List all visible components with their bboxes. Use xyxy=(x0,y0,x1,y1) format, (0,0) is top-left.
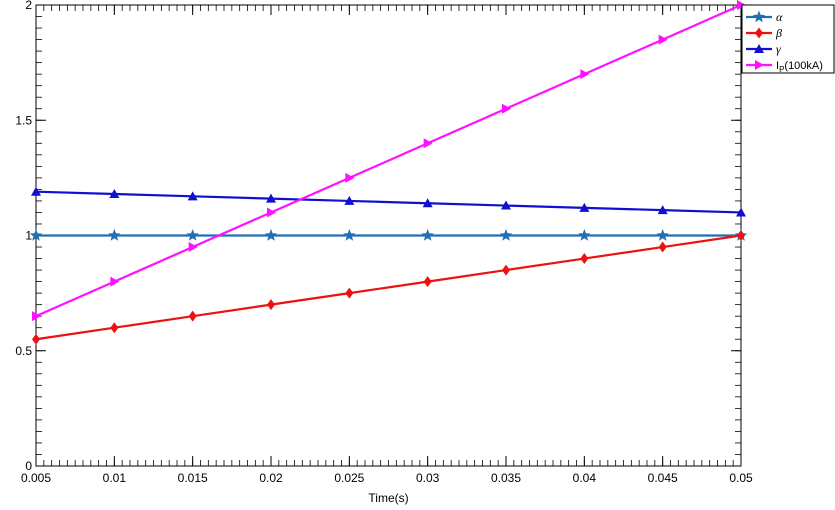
data-point xyxy=(29,229,43,241)
x-tick-label: 0.035 xyxy=(491,471,521,485)
legend-entry: γ xyxy=(746,42,781,56)
data-point xyxy=(499,229,513,241)
data-point xyxy=(110,276,120,287)
data-point xyxy=(422,198,433,208)
series-line xyxy=(35,3,742,318)
data-point xyxy=(343,229,356,241)
x-tick-label: 0.025 xyxy=(334,471,364,485)
data-point xyxy=(109,189,120,199)
data-point xyxy=(188,310,197,322)
data-point xyxy=(658,34,668,45)
data-point xyxy=(423,138,433,149)
x-tick-label: 0.015 xyxy=(178,471,208,485)
series-2 xyxy=(32,230,745,345)
data-point xyxy=(31,186,41,196)
data-point xyxy=(188,242,198,253)
data-point xyxy=(345,287,354,299)
x-axis-label: Time(s) xyxy=(368,491,408,505)
y-tick-label: 0.5 xyxy=(15,344,32,358)
data-point xyxy=(658,241,667,253)
x-tick-label: 0.045 xyxy=(648,471,678,485)
legend-marker xyxy=(752,10,766,23)
data-point xyxy=(502,103,511,114)
data-point xyxy=(264,229,278,241)
y-tick-label: 1.5 xyxy=(15,113,32,127)
series-line xyxy=(35,234,742,341)
data-point xyxy=(110,322,119,334)
series-layer xyxy=(29,0,748,345)
legend-label: IP(100kA) xyxy=(776,60,823,74)
y-tick-label: 1 xyxy=(25,229,32,243)
data-point xyxy=(421,229,434,241)
data-point xyxy=(267,207,276,218)
data-point xyxy=(656,229,669,241)
data-point xyxy=(187,191,198,201)
series-3 xyxy=(31,186,746,217)
legend-entry: IP(100kA) xyxy=(746,60,823,74)
data-point xyxy=(580,253,589,265)
series-line xyxy=(35,190,742,214)
legend-label: γ xyxy=(776,42,781,56)
axes: 0.005 0.01 0.015 0.02 0.025 0.03 0.035 0.04 0.04… xyxy=(15,0,753,485)
series-4 xyxy=(32,0,746,322)
x-tick-label: 0.01 xyxy=(103,471,127,485)
data-point xyxy=(578,229,591,241)
data-point xyxy=(266,193,276,203)
x-tick-label: 0.05 xyxy=(729,471,753,485)
x-tick-label: 0.005 xyxy=(21,471,51,485)
x-tick-label: 0.02 xyxy=(259,471,283,485)
legend-marker xyxy=(755,27,763,39)
legend-entry: α xyxy=(746,10,783,24)
data-point xyxy=(579,202,590,212)
legend: αβγ IP(100kA) xyxy=(741,4,835,74)
legend-marker xyxy=(754,44,764,53)
legend-entry: β xyxy=(746,26,782,40)
data-point xyxy=(502,264,510,276)
data-point xyxy=(267,299,275,311)
data-point xyxy=(501,200,511,210)
data-point xyxy=(580,69,590,80)
y-tick-label: 0 xyxy=(25,459,32,473)
legend-label: β xyxy=(775,26,782,40)
data-point xyxy=(345,172,355,183)
data-point xyxy=(108,229,121,241)
y-tick-label: 2 xyxy=(25,0,32,12)
x-tick-label: 0.03 xyxy=(416,471,440,485)
data-point xyxy=(737,230,745,241)
data-point xyxy=(657,205,668,215)
data-point xyxy=(344,195,355,205)
data-point xyxy=(32,333,40,345)
data-point xyxy=(423,276,432,288)
data-point xyxy=(186,229,199,241)
data-point xyxy=(32,311,41,322)
legend-label: α xyxy=(776,10,783,24)
x-tick-label: 0.04 xyxy=(573,471,597,485)
data-point xyxy=(736,207,746,217)
legend-marker xyxy=(755,60,764,70)
